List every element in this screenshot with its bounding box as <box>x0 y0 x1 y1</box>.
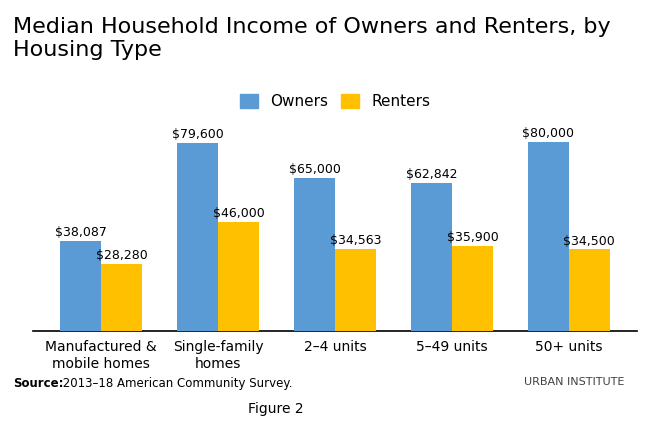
Text: $65,000: $65,000 <box>288 163 340 176</box>
Bar <box>218 222 259 331</box>
Text: Median Household Income of Owners and Renters, by
Housing Type: Median Household Income of Owners and Re… <box>13 17 611 60</box>
Text: Figure 2: Figure 2 <box>248 402 304 416</box>
Text: Source:: Source: <box>13 377 64 391</box>
Bar <box>60 241 101 331</box>
Text: $34,500: $34,500 <box>564 234 615 248</box>
Text: $38,087: $38,087 <box>55 226 106 239</box>
Bar <box>177 143 218 331</box>
Text: URBAN INSTITUTE: URBAN INSTITUTE <box>524 377 624 388</box>
Text: $79,600: $79,600 <box>172 128 223 141</box>
Bar <box>528 142 569 331</box>
Bar <box>411 183 452 331</box>
Bar <box>294 178 335 331</box>
Legend: Owners, Renters: Owners, Renters <box>234 88 436 115</box>
Bar <box>101 264 142 331</box>
Text: $46,000: $46,000 <box>213 207 265 220</box>
Bar <box>335 249 376 331</box>
Bar <box>569 249 610 331</box>
Text: $80,000: $80,000 <box>522 127 574 140</box>
Text: 2013–18 American Community Survey.: 2013–18 American Community Survey. <box>59 377 292 391</box>
Text: $28,280: $28,280 <box>96 249 148 262</box>
Text: $62,842: $62,842 <box>406 168 457 181</box>
Text: $34,563: $34,563 <box>330 234 381 248</box>
Text: $35,900: $35,900 <box>447 231 498 244</box>
Bar <box>452 246 493 331</box>
